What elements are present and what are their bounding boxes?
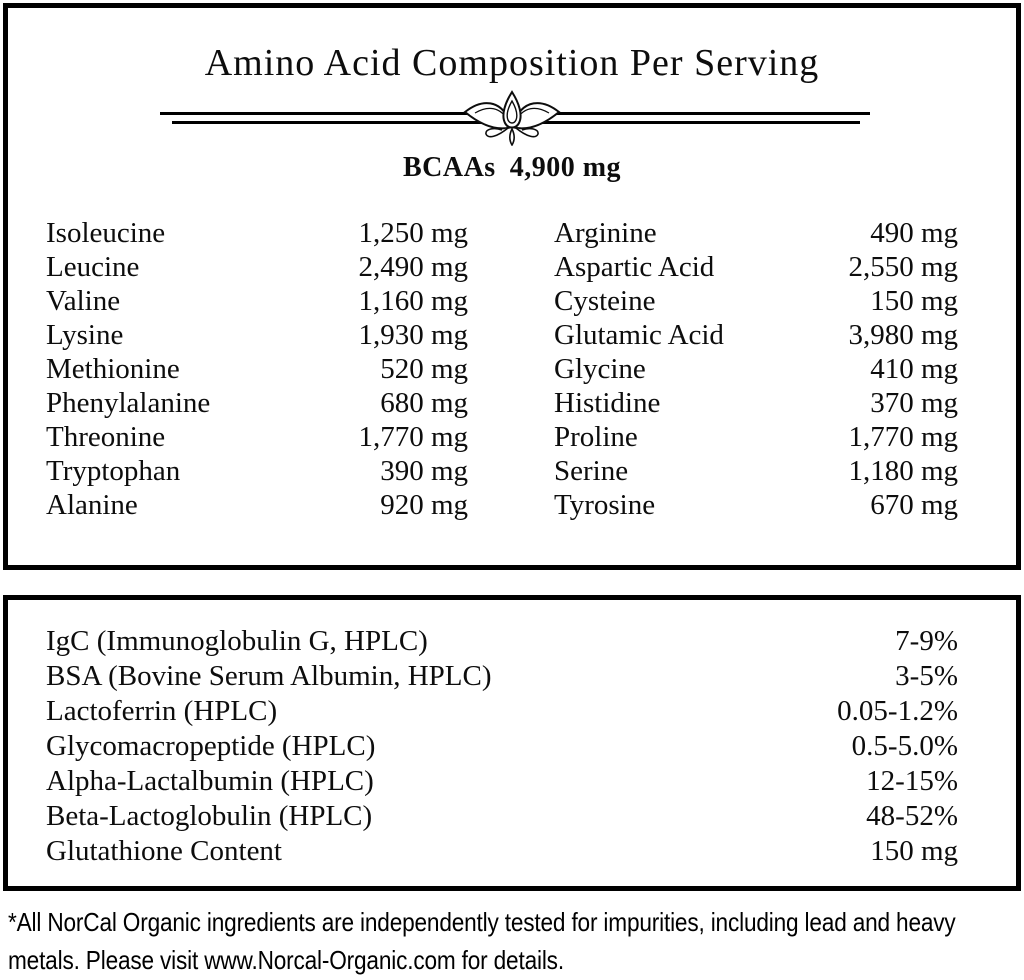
- fraction-value: 0.5-5.0%: [851, 730, 958, 762]
- amino-value: 150 mg: [870, 285, 958, 317]
- table-row: Serine 1,180 mg: [554, 454, 958, 488]
- bcaa-label: BCAAs: [402, 152, 496, 183]
- amino-value: 490 mg: [870, 217, 958, 249]
- amino-value: 2,490 mg: [358, 251, 468, 283]
- table-row: Glutathione Content 150 mg: [46, 834, 958, 869]
- amino-name: Threonine: [46, 421, 166, 453]
- amino-value: 370 mg: [870, 387, 958, 419]
- bcaa-value: 4,900 mg: [509, 152, 622, 183]
- table-row: Leucine 2,490 mg: [46, 250, 468, 284]
- amino-name: Cysteine: [554, 285, 656, 317]
- fraction-name: Alpha-Lactalbumin (HPLC): [46, 765, 374, 797]
- disclaimer-line-1: *All NorCal Organic ingredients are inde…: [8, 907, 956, 937]
- amino-value: 520 mg: [380, 353, 468, 385]
- amino-value: 1,930 mg: [358, 319, 468, 351]
- amino-name: Arginine: [554, 217, 657, 249]
- fraction-value: 12-15%: [866, 765, 958, 797]
- table-row: Lysine 1,930 mg: [46, 318, 468, 352]
- amino-name: Proline: [554, 421, 638, 453]
- amino-value: 680 mg: [380, 387, 468, 419]
- table-row: Methionine 520 mg: [46, 352, 468, 386]
- table-row: Cysteine 150 mg: [554, 284, 958, 318]
- amino-name: Phenylalanine: [46, 387, 211, 419]
- fraction-name: Beta-Lactoglobulin (HPLC): [46, 800, 373, 832]
- amino-name: Glutamic Acid: [554, 319, 724, 351]
- fraction-value: 7-9%: [895, 625, 958, 657]
- amino-name: Tryptophan: [46, 455, 181, 487]
- amino-name: Serine: [554, 455, 629, 487]
- amino-name: Valine: [46, 285, 121, 317]
- table-row: Proline 1,770 mg: [554, 420, 958, 454]
- amino-name: Alanine: [46, 489, 138, 521]
- fraction-value: 3-5%: [895, 660, 958, 692]
- table-row: Glycomacropeptide (HPLC) 0.5-5.0%: [46, 729, 958, 764]
- table-row: Isoleucine 1,250 mg: [46, 216, 468, 250]
- amino-value: 3,980 mg: [848, 319, 958, 351]
- fraction-name: BSA (Bovine Serum Albumin, HPLC): [46, 660, 492, 692]
- fraction-value: 48-52%: [866, 800, 958, 832]
- amino-value: 1,180 mg: [848, 455, 958, 487]
- protein-fractions-list: IgC (Immunoglobulin G, HPLC) 7-9% BSA (Bo…: [46, 624, 958, 869]
- amino-value: 2,550 mg: [848, 251, 958, 283]
- table-row: Histidine 370 mg: [554, 386, 958, 420]
- amino-value: 670 mg: [870, 489, 958, 521]
- amino-value: 920 mg: [380, 489, 468, 521]
- disclaimer: *All NorCal Organic ingredients are inde…: [8, 903, 956, 979]
- amino-acid-panel: Amino Acid Composition Per Serving BCAAs…: [3, 3, 1021, 570]
- table-row: Glutamic Acid 3,980 mg: [554, 318, 958, 352]
- table-row: Tyrosine 670 mg: [554, 488, 958, 522]
- fraction-value: 0.05-1.2%: [837, 695, 958, 727]
- fraction-value: 150 mg: [870, 835, 958, 867]
- table-row: Threonine 1,770 mg: [46, 420, 468, 454]
- amino-table-right-column: Arginine 490 mg Aspartic Acid 2,550 mg Cys…: [554, 216, 958, 522]
- amino-name: Isoleucine: [46, 217, 166, 249]
- table-row: Alpha-Lactalbumin (HPLC) 12-15%: [46, 764, 958, 799]
- disclaimer-line-2: metals. Please visit www.Norcal-Organic.…: [8, 945, 564, 975]
- table-row: Lactoferrin (HPLC) 0.05-1.2%: [46, 694, 958, 729]
- lotus-fleuron-icon: [463, 90, 561, 146]
- amino-value: 1,160 mg: [358, 285, 468, 317]
- amino-value: 1,770 mg: [848, 421, 958, 453]
- fraction-name: IgC (Immunoglobulin G, HPLC): [46, 625, 428, 657]
- table-row: Beta-Lactoglobulin (HPLC) 48-52%: [46, 799, 958, 834]
- amino-name: Lysine: [46, 319, 124, 351]
- amino-table-left-column: Isoleucine 1,250 mg Leucine 2,490 mg Valin…: [46, 216, 468, 522]
- protein-fractions-panel: IgC (Immunoglobulin G, HPLC) 7-9% BSA (Bo…: [3, 595, 1021, 891]
- amino-value: 1,770 mg: [358, 421, 468, 453]
- amino-name: Histidine: [554, 387, 661, 419]
- bcaa-total: BCAAs 4,900 mg: [8, 152, 1016, 184]
- fraction-name: Lactoferrin (HPLC): [46, 695, 278, 727]
- amino-value: 410 mg: [870, 353, 958, 385]
- table-row: BSA (Bovine Serum Albumin, HPLC) 3-5%: [46, 659, 958, 694]
- amino-name: Leucine: [46, 251, 140, 283]
- amino-name: Methionine: [46, 353, 180, 385]
- table-row: Aspartic Acid 2,550 mg: [554, 250, 958, 284]
- table-row: Alanine 920 mg: [46, 488, 468, 522]
- table-row: Arginine 490 mg: [554, 216, 958, 250]
- amino-value: 1,250 mg: [358, 217, 468, 249]
- panel-title: Amino Acid Composition Per Serving: [204, 42, 820, 84]
- amino-value: 390 mg: [380, 455, 468, 487]
- amino-name: Aspartic Acid: [554, 251, 715, 283]
- fraction-name: Glycomacropeptide (HPLC): [46, 730, 376, 762]
- fraction-name: Glutathione Content: [46, 835, 282, 867]
- table-row: Valine 1,160 mg: [46, 284, 468, 318]
- table-row: IgC (Immunoglobulin G, HPLC) 7-9%: [46, 624, 958, 659]
- table-row: Glycine 410 mg: [554, 352, 958, 386]
- amino-name: Glycine: [554, 353, 646, 385]
- amino-name: Tyrosine: [554, 489, 656, 521]
- table-row: Tryptophan 390 mg: [46, 454, 468, 488]
- table-row: Phenylalanine 680 mg: [46, 386, 468, 420]
